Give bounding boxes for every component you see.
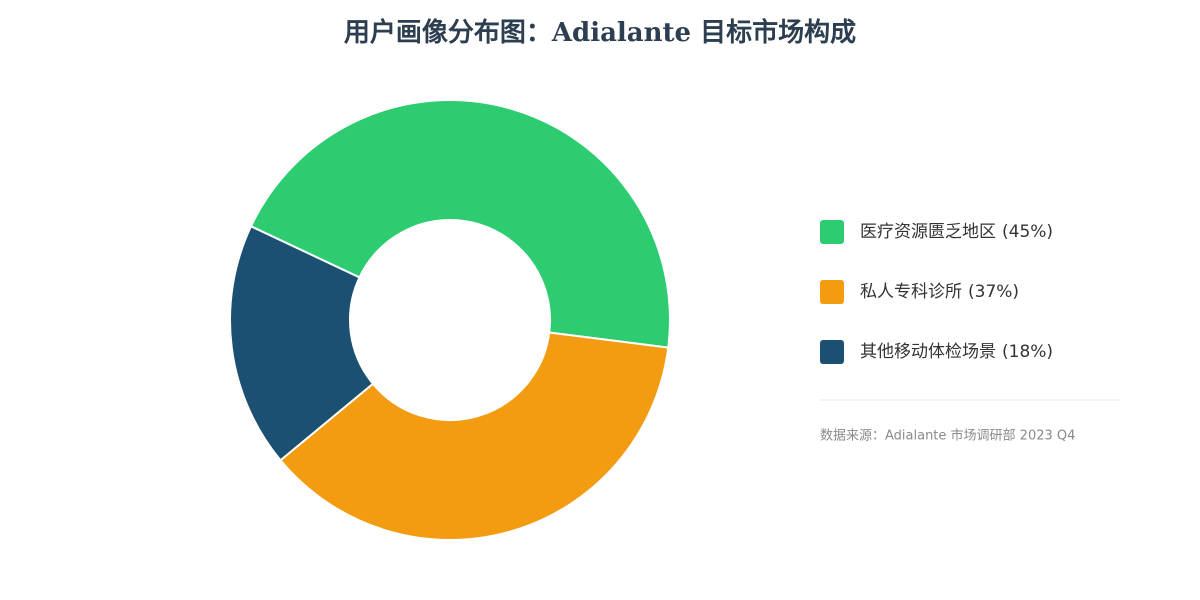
donut-slice xyxy=(279,331,670,541)
legend: 医疗资源匮乏地区 (45%) 私人专科诊所 (37%) 其他移动体检场景 (18%) xyxy=(820,220,1053,364)
legend-swatch xyxy=(820,220,844,244)
legend-value: (37%) xyxy=(968,282,1019,302)
legend-label: 医疗资源匮乏地区 (45%) xyxy=(860,222,1053,242)
legend-value: (18%) xyxy=(1002,342,1053,362)
legend-name: 其他移动体检场景 xyxy=(860,342,996,362)
donut-slice xyxy=(229,224,375,462)
legend-swatch xyxy=(820,340,844,364)
donut xyxy=(229,99,671,541)
legend-label: 私人专科诊所 (37%) xyxy=(860,282,1019,302)
legend-name: 私人专科诊所 xyxy=(860,282,962,302)
chart-title: 用户画像分布图：Adialante 目标市场构成 xyxy=(344,17,856,48)
legend-value: (45%) xyxy=(1002,222,1053,242)
source-note: 数据来源：Adialante 市场调研部 2023 Q4 xyxy=(820,428,1075,444)
legend-label: 其他移动体检场景 (18%) xyxy=(860,342,1053,362)
legend-swatch xyxy=(820,280,844,304)
donut-slice xyxy=(249,99,671,349)
legend-name: 医疗资源匮乏地区 xyxy=(860,222,996,242)
